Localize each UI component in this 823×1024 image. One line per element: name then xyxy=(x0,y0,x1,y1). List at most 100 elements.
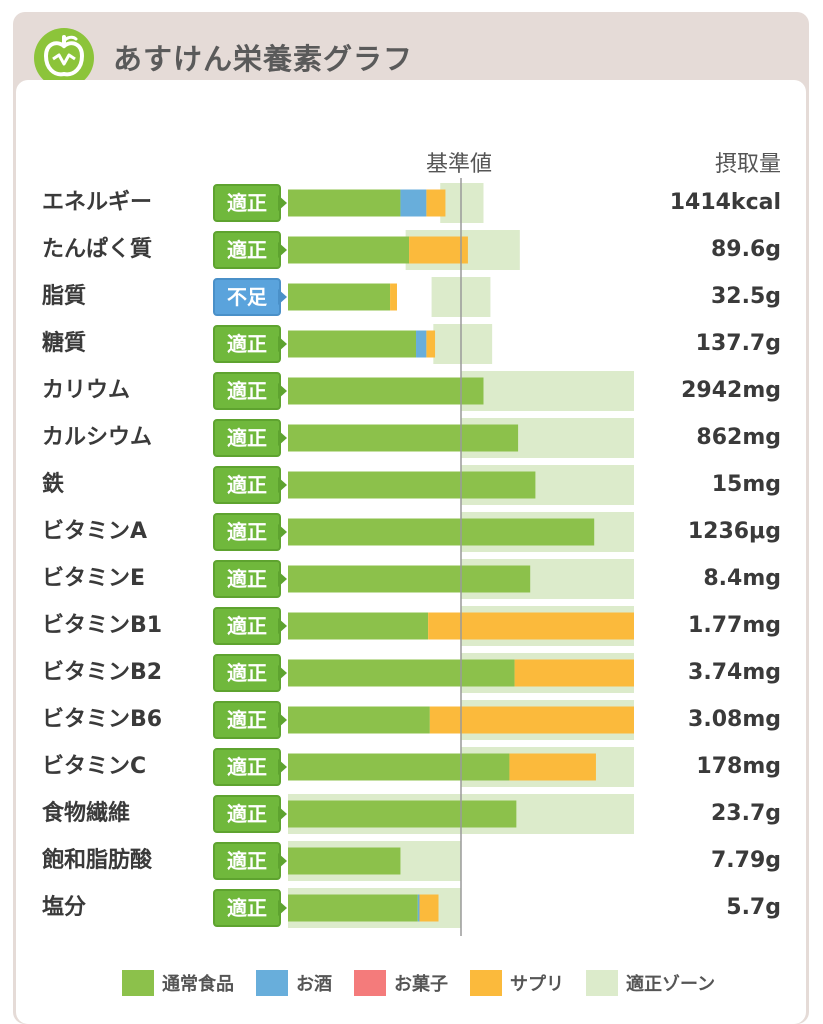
status-badge: 適正 xyxy=(213,560,287,598)
intake-header: 摂取量 xyxy=(714,152,781,177)
status-badge: 適正 xyxy=(213,842,287,880)
bar-segment xyxy=(288,753,510,781)
page-title: あすけん栄養素グラフ xyxy=(113,42,414,76)
bar-segment xyxy=(509,753,596,781)
nutrient-label: 塩分 xyxy=(42,895,87,920)
nutrient-label: ビタミンC xyxy=(42,754,147,779)
bar-segment xyxy=(400,189,427,217)
legend-label: 適正ゾーン xyxy=(626,974,716,995)
intake-value: 1.77mg xyxy=(688,613,781,638)
intake-value: 3.74mg xyxy=(688,660,781,685)
nutrient-label: 食物繊維 xyxy=(42,801,131,826)
status-badge: 適正 xyxy=(213,372,287,410)
status-badge: 適正 xyxy=(213,795,287,833)
intake-value: 32.5g xyxy=(710,284,781,309)
status-badge: 適正 xyxy=(213,231,287,269)
nutrient-label: たんぱく質 xyxy=(42,237,153,262)
nutrient-label: ビタミンB2 xyxy=(42,660,163,685)
intake-value: 1236μg xyxy=(687,519,781,544)
status-badge: 適正 xyxy=(213,419,287,457)
zone-bar xyxy=(440,183,484,223)
bar-segment xyxy=(428,612,634,640)
nutrient-label: 糖質 xyxy=(42,331,87,356)
nutrient-label: ビタミンE xyxy=(42,566,146,591)
intake-value: 8.4mg xyxy=(703,566,781,591)
legend-item: サプリ xyxy=(470,970,564,996)
zone-bar xyxy=(433,324,493,364)
nutrient-label: 飽和脂肪酸 xyxy=(42,848,153,873)
legend-item: 適正ゾーン xyxy=(586,970,715,996)
legend-swatch xyxy=(354,970,386,996)
bar-segment xyxy=(288,189,401,217)
bar-segment xyxy=(419,894,439,922)
bar-segment xyxy=(288,800,517,828)
intake-value: 1414kcal xyxy=(669,190,781,215)
intake-value: 178mg xyxy=(696,754,781,779)
intake-value: 862mg xyxy=(696,425,781,450)
bar-segment xyxy=(288,471,536,499)
apple-icon xyxy=(34,28,94,88)
legend-label: お酒 xyxy=(296,974,332,995)
bar-segment xyxy=(288,283,391,311)
legend-item: お菓子 xyxy=(354,970,448,996)
nutrient-label: カルシウム xyxy=(42,425,153,450)
bar-segment xyxy=(288,706,430,734)
intake-value: 23.7g xyxy=(710,801,781,826)
status-badge: 適正 xyxy=(213,748,287,786)
legend-label: サプリ xyxy=(510,974,564,995)
bar-segment xyxy=(288,847,401,875)
nutrient-label: 脂質 xyxy=(42,284,87,309)
legend-swatch xyxy=(586,970,618,996)
status-badge: 不足 xyxy=(213,278,287,316)
intake-value: 15mg xyxy=(711,472,781,497)
bar-segment xyxy=(288,377,484,405)
status-badge: 適正 xyxy=(213,513,287,551)
nutrient-label: 鉄 xyxy=(42,472,65,497)
chart-legend: 通常食品 お酒 お菓子 サプリ 適正ゾーン xyxy=(122,970,737,996)
nutrient-label: エネルギー xyxy=(42,190,153,215)
zone-bar xyxy=(461,371,634,411)
legend-label: 通常食品 xyxy=(162,974,234,995)
legend-item: お酒 xyxy=(256,970,332,996)
legend-swatch xyxy=(256,970,288,996)
intake-value: 7.79g xyxy=(710,848,781,873)
bar-segment xyxy=(417,894,420,922)
status-badge: 適正 xyxy=(213,654,287,692)
nutrient-label: ビタミンB6 xyxy=(42,707,163,732)
bar-segment xyxy=(426,330,436,358)
bar-segment xyxy=(288,518,595,546)
status-badge: 適正 xyxy=(213,325,287,363)
intake-value: 5.7g xyxy=(726,895,781,920)
bar-segment xyxy=(288,424,519,452)
intake-value: 3.08mg xyxy=(688,707,781,732)
bar-segment xyxy=(429,706,634,734)
intake-value: 2942mg xyxy=(681,378,781,403)
bar-segment xyxy=(288,612,429,640)
nutrient-label: カリウム xyxy=(42,378,131,403)
nutrient-label: ビタミンA xyxy=(42,519,148,544)
bar-segment xyxy=(514,659,634,687)
legend-swatch xyxy=(122,970,154,996)
bar-segment xyxy=(288,236,410,264)
status-badge: 適正 xyxy=(213,466,287,504)
bar-segment xyxy=(288,894,418,922)
intake-value: 137.7g xyxy=(695,331,781,356)
status-badge: 適正 xyxy=(213,184,287,222)
bar-segment xyxy=(416,330,427,358)
legend-label: お菓子 xyxy=(394,974,448,995)
bar-segment xyxy=(426,189,446,217)
status-badge: 適正 xyxy=(213,701,287,739)
bar-segment xyxy=(288,659,515,687)
reference-header: 基準値 xyxy=(426,152,493,177)
status-badge: 適正 xyxy=(213,889,287,927)
bar-segment xyxy=(409,236,468,264)
bar-segment xyxy=(288,565,531,593)
bar-segment xyxy=(288,330,417,358)
status-badge: 適正 xyxy=(213,607,287,645)
legend-swatch xyxy=(470,970,502,996)
nutrient-label: ビタミンB1 xyxy=(42,613,163,638)
bar-segment xyxy=(390,283,397,311)
intake-value: 89.6g xyxy=(710,237,781,262)
legend-item: 通常食品 xyxy=(122,970,234,996)
